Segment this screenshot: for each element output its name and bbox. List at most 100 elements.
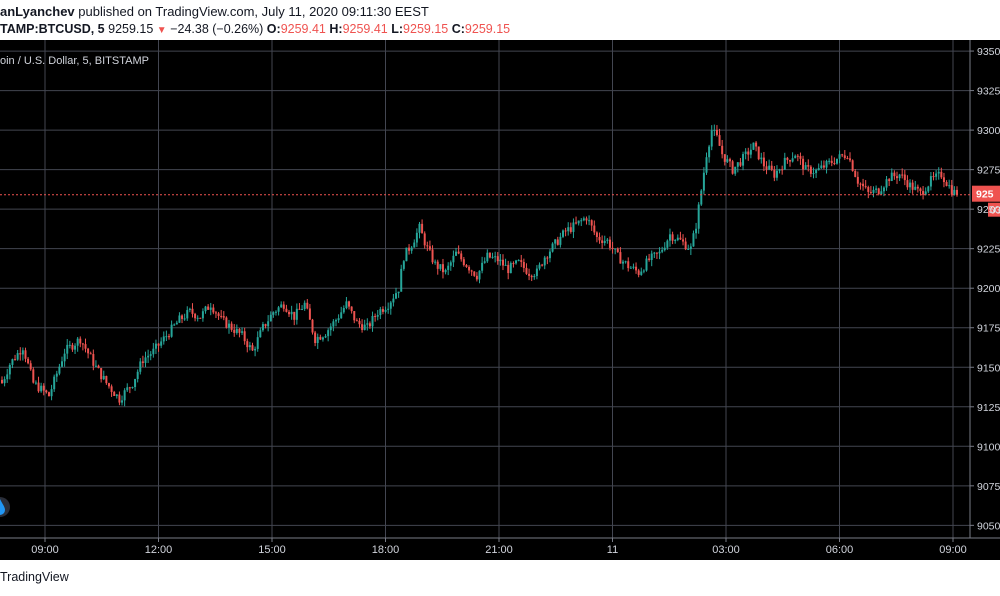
candle bbox=[256, 331, 259, 352]
candle bbox=[882, 186, 885, 197]
drop-icon[interactable] bbox=[0, 497, 10, 517]
candle bbox=[76, 336, 79, 352]
candle bbox=[311, 318, 314, 335]
candle bbox=[110, 384, 113, 397]
chart-legend: oin / U.S. Dollar, 5, BITSTAMP bbox=[0, 55, 149, 67]
ticker-line: TAMP:BTCUSD, 5 9259.15 ▼ −24.38 (−0.26%)… bbox=[0, 22, 510, 36]
y-tick-label: 9050 bbox=[977, 520, 1000, 532]
candle bbox=[888, 178, 891, 187]
candle bbox=[614, 248, 617, 255]
candle bbox=[340, 306, 343, 319]
x-tick-label: 11 bbox=[607, 544, 618, 556]
candle bbox=[87, 347, 90, 359]
candle bbox=[945, 180, 948, 187]
candle bbox=[175, 320, 178, 325]
candle bbox=[358, 318, 361, 328]
candle bbox=[355, 318, 358, 322]
candle bbox=[507, 260, 510, 280]
candle bbox=[906, 175, 909, 190]
publisher-name[interactable]: anLyanchev bbox=[0, 4, 75, 19]
candle bbox=[71, 342, 74, 352]
price-chart[interactable]: 925 03 9350 9325 9300 9275 9250 9225 9200 9175 91… bbox=[0, 40, 1000, 560]
candle bbox=[24, 347, 27, 363]
candle bbox=[783, 152, 786, 170]
candle bbox=[238, 328, 241, 338]
candle bbox=[214, 310, 217, 319]
candle bbox=[285, 304, 288, 313]
x-tick-label: 15:00 bbox=[258, 544, 286, 556]
candle bbox=[40, 382, 43, 393]
candle bbox=[301, 305, 304, 311]
candle bbox=[533, 274, 536, 280]
candle bbox=[280, 301, 283, 308]
candle bbox=[728, 157, 731, 168]
candle bbox=[68, 340, 71, 349]
candle bbox=[922, 186, 925, 200]
candle bbox=[481, 256, 484, 274]
candle bbox=[350, 306, 353, 314]
candle bbox=[139, 358, 142, 375]
candle bbox=[789, 159, 792, 167]
candle bbox=[478, 270, 481, 284]
candle bbox=[199, 317, 202, 319]
publish-info: anLyanchev published on TradingView.com,… bbox=[0, 4, 429, 19]
candle bbox=[948, 179, 951, 189]
y-tick-label: 9325 bbox=[977, 86, 1000, 98]
candle bbox=[773, 166, 776, 182]
candle bbox=[61, 356, 64, 368]
candle bbox=[822, 160, 825, 170]
candle bbox=[953, 186, 956, 196]
candle bbox=[306, 299, 309, 310]
candle bbox=[334, 318, 337, 327]
candle bbox=[269, 311, 272, 322]
candle bbox=[841, 153, 844, 158]
candle bbox=[731, 159, 734, 175]
candle bbox=[241, 327, 244, 335]
candle bbox=[462, 256, 465, 267]
candle bbox=[170, 320, 173, 338]
candle bbox=[115, 393, 118, 399]
candle bbox=[849, 152, 852, 163]
candle bbox=[327, 328, 330, 342]
candle bbox=[830, 155, 833, 167]
candle bbox=[622, 259, 625, 270]
candle bbox=[400, 264, 403, 292]
candle bbox=[682, 234, 685, 246]
candle bbox=[272, 311, 275, 318]
candle bbox=[569, 222, 572, 234]
candle bbox=[295, 303, 298, 325]
price-axis[interactable]: 9350 9325 9300 9275 9250 9225 9200 9175 9150 9125… bbox=[970, 46, 1000, 532]
candle bbox=[608, 236, 611, 251]
candle bbox=[856, 171, 859, 188]
candle bbox=[645, 255, 648, 272]
candle bbox=[786, 156, 789, 164]
candle bbox=[126, 383, 129, 392]
candle bbox=[413, 239, 416, 248]
candle bbox=[473, 271, 476, 277]
candle bbox=[243, 327, 246, 345]
candle bbox=[447, 262, 450, 276]
candle bbox=[368, 321, 371, 329]
candle bbox=[838, 150, 841, 164]
candle bbox=[392, 294, 395, 307]
candle bbox=[342, 305, 345, 314]
candle bbox=[512, 261, 515, 268]
candle bbox=[695, 222, 698, 239]
candle bbox=[8, 363, 11, 380]
candle bbox=[593, 220, 596, 236]
candle bbox=[290, 305, 293, 320]
candle bbox=[538, 262, 541, 271]
open-value: 9259.41 bbox=[280, 22, 326, 36]
candle bbox=[898, 173, 901, 182]
candle bbox=[154, 339, 157, 354]
candle bbox=[389, 300, 392, 315]
candle bbox=[165, 330, 168, 341]
time-axis[interactable]: 09:00 12:00 15:00 18:00 21:00 11 03:00 06:00 09:… bbox=[31, 538, 967, 556]
candle bbox=[770, 160, 773, 172]
candle bbox=[314, 330, 317, 347]
candle bbox=[676, 234, 679, 242]
candle bbox=[815, 168, 818, 178]
candle bbox=[817, 163, 820, 171]
candle bbox=[418, 221, 421, 239]
high-value: 9259.41 bbox=[342, 22, 388, 36]
